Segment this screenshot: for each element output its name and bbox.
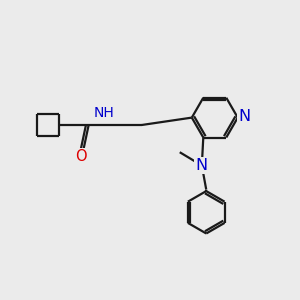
Text: N: N [196, 158, 208, 173]
Text: N: N [238, 109, 250, 124]
Text: NH: NH [94, 106, 115, 120]
Text: O: O [75, 149, 86, 164]
